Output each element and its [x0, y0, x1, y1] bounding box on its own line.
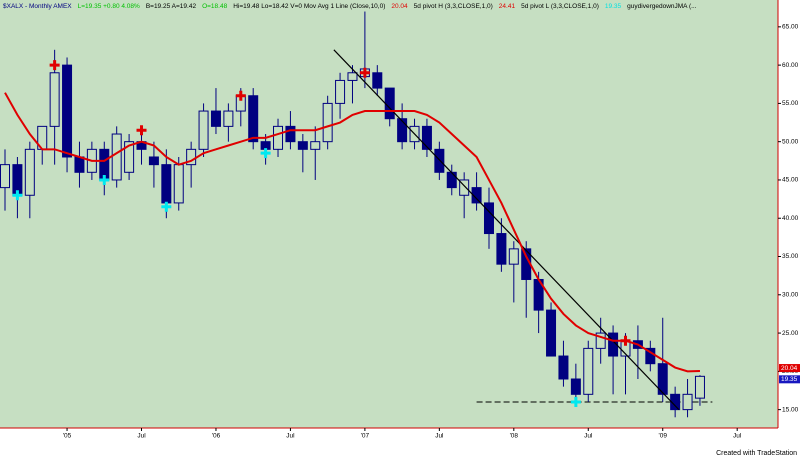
- candle-body: [694, 375, 705, 399]
- x-tick-label: Jul: [286, 433, 295, 440]
- x-tick-label: '07: [361, 433, 370, 440]
- candle-body: [421, 125, 432, 150]
- candle-body: [546, 309, 557, 357]
- candle-body: [161, 164, 172, 204]
- candle-body: [173, 164, 184, 204]
- candle-body: [24, 148, 35, 196]
- candle-body: [657, 363, 668, 395]
- header-item: 5d pivot H (3,3,CLOSE,1,0): [414, 3, 493, 10]
- header-item: 24.41: [499, 3, 516, 10]
- header-item: B=19.25 A=19.42: [146, 3, 197, 10]
- candle-body: [310, 141, 321, 150]
- header-item: 5d pivot L (3,3,CLOSE,1,0): [521, 3, 599, 10]
- x-tick-label: '05: [63, 433, 72, 440]
- pivot-marker: [260, 148, 271, 159]
- pivot-marker: [570, 396, 581, 407]
- x-tick-label: Jul: [733, 433, 742, 440]
- pivot-marker: [12, 190, 23, 201]
- pivot-marker: [620, 335, 631, 346]
- candle-body: [384, 87, 395, 120]
- candle-body: [124, 141, 135, 173]
- candle-body: [558, 355, 569, 380]
- pivot-marker: [136, 125, 147, 136]
- candle-body: [570, 378, 581, 395]
- y-tick-label: 15.00: [782, 406, 799, 413]
- candle-body: [74, 156, 85, 173]
- candle-body: [322, 102, 333, 143]
- candle-body: [198, 110, 209, 150]
- price-tag: [779, 364, 800, 373]
- y-tick-label: 25.00: [782, 330, 799, 337]
- header-item: 20.04: [391, 3, 408, 10]
- candle-body: [471, 187, 482, 204]
- x-tick-label: Jul: [435, 433, 444, 440]
- candle-body: [583, 347, 594, 395]
- y-tick-label: 40.00: [782, 215, 799, 222]
- pivot-marker: [49, 60, 60, 71]
- candle-body: [347, 72, 358, 81]
- pivot-marker: [161, 201, 172, 212]
- candle-body: [496, 233, 507, 265]
- candle-body: [372, 72, 383, 89]
- y-tick-label: 45.00: [782, 177, 799, 184]
- candle-body: [0, 164, 10, 189]
- footer: Created with TradeStation: [716, 450, 797, 457]
- candle-body: [446, 171, 457, 189]
- header-item: 19.35: [605, 3, 622, 10]
- pivot-marker: [235, 90, 246, 101]
- candle-body: [148, 156, 159, 166]
- candle-body: [682, 393, 693, 411]
- moving-average-line: [4, 92, 700, 373]
- candle-body: [608, 332, 619, 357]
- y-tick-label: 35.00: [782, 253, 799, 260]
- candle-body: [248, 95, 259, 143]
- candle-body: [62, 64, 73, 158]
- candle-body: [297, 141, 308, 150]
- header-item: L=19.35 +0.80 4.08%: [78, 3, 140, 10]
- candle-body: [49, 72, 60, 127]
- candle-body: [397, 118, 408, 143]
- header-item: guydivergedownJMA (...: [627, 3, 697, 10]
- y-tick-label: 55.00: [782, 100, 799, 107]
- candle-body: [210, 110, 221, 127]
- x-tick-label: Jul: [584, 433, 593, 440]
- price-tag: [779, 375, 800, 384]
- x-tick-label: '09: [658, 433, 667, 440]
- candle-body: [285, 125, 296, 143]
- candle-body: [335, 79, 346, 104]
- candle-body: [459, 179, 470, 196]
- trend-line: [333, 49, 680, 411]
- y-tick-label: 50.00: [782, 138, 799, 145]
- header-item: $XALX - Monthly AMEX: [3, 3, 72, 10]
- candle-body: [223, 110, 234, 127]
- candle-body: [483, 202, 494, 235]
- x-tick-label: '06: [212, 433, 221, 440]
- header: $XALX - Monthly AMEX L=19.35 +0.80 4.08% B…: [3, 3, 697, 10]
- header-item: O=18.48: [202, 3, 228, 10]
- candle-body: [670, 393, 681, 411]
- y-tick-label: 65.00: [782, 24, 799, 31]
- header-item: Hi=19.48 Lo=18.42 V=0 Mov Avg 1 Line (Cl…: [233, 3, 385, 10]
- candle-body: [434, 148, 445, 173]
- candle-body: [111, 133, 122, 181]
- candle-body: [273, 125, 284, 150]
- pivot-marker: [99, 174, 110, 185]
- price-tag-label: 19.35: [781, 376, 798, 383]
- x-tick-label: '08: [510, 433, 519, 440]
- y-tick-label: 60.00: [782, 62, 799, 69]
- pivot-marker: [359, 67, 370, 78]
- candle-body: [595, 332, 606, 349]
- x-tick-label: Jul: [137, 433, 146, 440]
- price-tag-label: 20.04: [781, 365, 798, 372]
- candle-body: [508, 248, 519, 265]
- y-tick-label: 30.00: [782, 292, 799, 299]
